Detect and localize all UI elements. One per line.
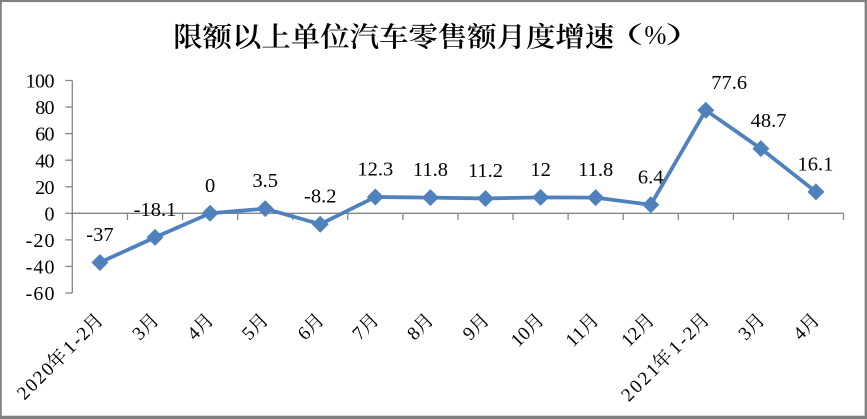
svg-text:100: 100 [26, 71, 55, 93]
svg-text:11.2: 11.2 [468, 160, 503, 182]
svg-text:48.7: 48.7 [751, 110, 787, 132]
svg-text:77.6: 77.6 [711, 72, 747, 94]
svg-text:-18.1: -18.1 [134, 199, 177, 221]
svg-text:0: 0 [45, 203, 55, 225]
svg-text:11.8: 11.8 [578, 159, 613, 181]
svg-text:-60: -60 [26, 283, 55, 305]
svg-text:0: 0 [205, 175, 215, 197]
svg-text:60: 60 [35, 124, 54, 146]
svg-text:12: 12 [530, 159, 551, 181]
svg-text:-20: -20 [26, 230, 55, 252]
svg-text:80: 80 [35, 97, 54, 119]
svg-text:3.5: 3.5 [252, 170, 278, 192]
svg-text:-8.2: -8.2 [304, 186, 336, 208]
svg-text:16.1: 16.1 [798, 153, 834, 175]
svg-text:20: 20 [35, 177, 54, 199]
svg-text:12.3: 12.3 [357, 158, 393, 180]
svg-text:6.4: 6.4 [638, 166, 664, 188]
svg-text:-37: -37 [86, 224, 113, 246]
svg-text:40: 40 [35, 150, 54, 172]
svg-text:-40: -40 [26, 257, 55, 279]
svg-text:11.8: 11.8 [413, 159, 448, 181]
